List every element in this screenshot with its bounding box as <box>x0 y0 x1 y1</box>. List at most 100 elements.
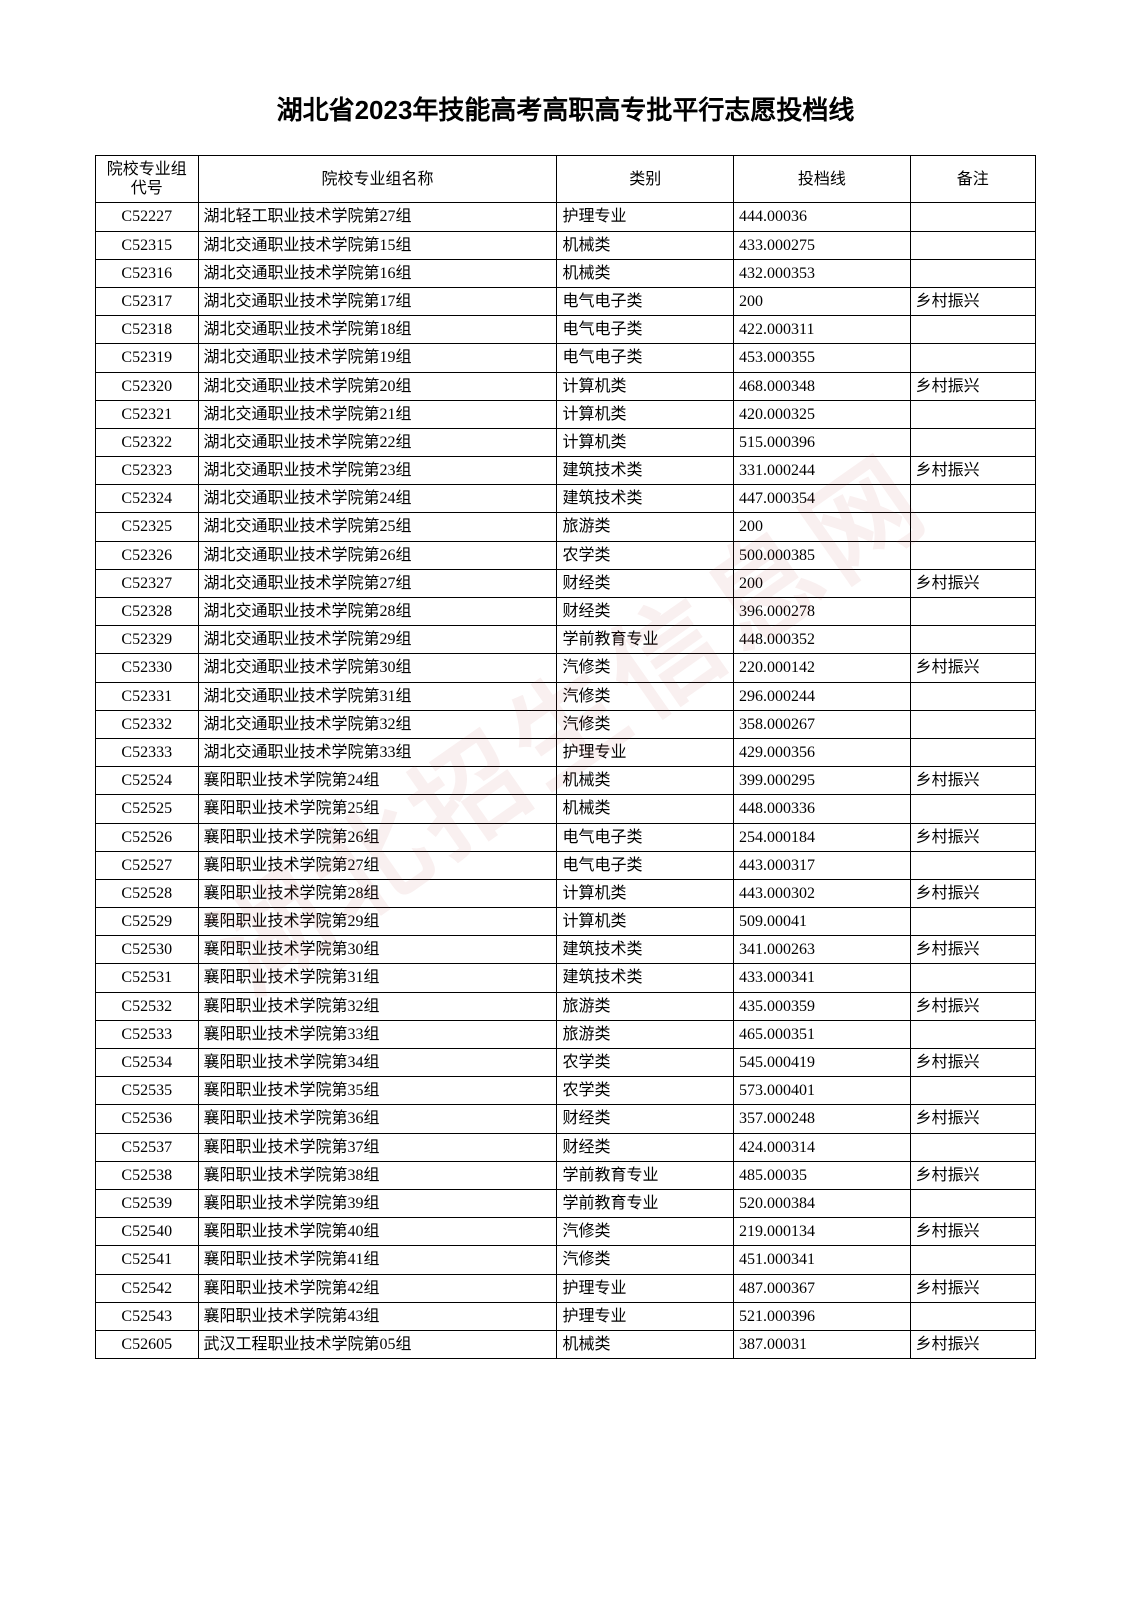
cell-category: 农学类 <box>557 1049 734 1077</box>
table-row: C52532襄阳职业技术学院第32组旅游类435.000359乡村振兴 <box>96 992 1036 1020</box>
cell-code: C52331 <box>96 682 199 710</box>
cell-score: 422.000311 <box>734 316 911 344</box>
cell-score: 396.000278 <box>734 598 911 626</box>
cell-name: 襄阳职业技术学院第32组 <box>198 992 557 1020</box>
cell-note: 乡村振兴 <box>910 654 1035 682</box>
col-header-name: 院校专业组名称 <box>198 156 557 203</box>
table-row: C52535襄阳职业技术学院第35组农学类573.000401 <box>96 1077 1036 1105</box>
cell-note <box>910 428 1035 456</box>
cell-note: 乡村振兴 <box>910 936 1035 964</box>
cell-score: 521.000396 <box>734 1302 911 1330</box>
table-row: C52528襄阳职业技术学院第28组计算机类443.000302乡村振兴 <box>96 879 1036 907</box>
cell-name: 襄阳职业技术学院第39组 <box>198 1189 557 1217</box>
cell-name: 襄阳职业技术学院第34组 <box>198 1049 557 1077</box>
cell-score: 200 <box>734 513 911 541</box>
cell-code: C52541 <box>96 1246 199 1274</box>
cell-code: C52534 <box>96 1049 199 1077</box>
cell-score: 219.000134 <box>734 1218 911 1246</box>
table-row: C52527襄阳职业技术学院第27组电气电子类443.000317 <box>96 851 1036 879</box>
table-row: C52317湖北交通职业技术学院第17组电气电子类200乡村振兴 <box>96 287 1036 315</box>
cell-note <box>910 598 1035 626</box>
cell-name: 襄阳职业技术学院第35组 <box>198 1077 557 1105</box>
cell-name: 湖北交通职业技术学院第29组 <box>198 626 557 654</box>
cell-note <box>910 400 1035 428</box>
cell-note: 乡村振兴 <box>910 1105 1035 1133</box>
cell-name: 湖北交通职业技术学院第17组 <box>198 287 557 315</box>
cell-category: 护理专业 <box>557 203 734 231</box>
cell-note <box>910 1020 1035 1048</box>
table-row: C52325湖北交通职业技术学院第25组旅游类200 <box>96 513 1036 541</box>
cell-category: 建筑技术类 <box>557 457 734 485</box>
table-row: C52529襄阳职业技术学院第29组计算机类509.00041 <box>96 908 1036 936</box>
cell-code: C52536 <box>96 1105 199 1133</box>
cell-category: 计算机类 <box>557 908 734 936</box>
cell-note: 乡村振兴 <box>910 992 1035 1020</box>
table-header: 院校专业组代号 院校专业组名称 类别 投档线 备注 <box>96 156 1036 203</box>
cell-note: 乡村振兴 <box>910 569 1035 597</box>
table-row: C52526襄阳职业技术学院第26组电气电子类254.000184乡村振兴 <box>96 823 1036 851</box>
cell-category: 学前教育专业 <box>557 626 734 654</box>
cell-name: 湖北交通职业技术学院第25组 <box>198 513 557 541</box>
table-row: C52319湖北交通职业技术学院第19组电气电子类453.000355 <box>96 344 1036 372</box>
cell-name: 湖北交通职业技术学院第22组 <box>198 428 557 456</box>
cell-note: 乡村振兴 <box>910 767 1035 795</box>
cell-code: C52320 <box>96 372 199 400</box>
cell-code: C52321 <box>96 400 199 428</box>
cell-score: 545.000419 <box>734 1049 911 1077</box>
cell-code: C52542 <box>96 1274 199 1302</box>
cell-category: 电气电子类 <box>557 344 734 372</box>
cell-note: 乡村振兴 <box>910 1274 1035 1302</box>
cell-name: 襄阳职业技术学院第37组 <box>198 1133 557 1161</box>
cell-category: 机械类 <box>557 795 734 823</box>
cell-score: 465.000351 <box>734 1020 911 1048</box>
cell-name: 襄阳职业技术学院第42组 <box>198 1274 557 1302</box>
cell-category: 建筑技术类 <box>557 485 734 513</box>
cell-score: 331.000244 <box>734 457 911 485</box>
cell-code: C52328 <box>96 598 199 626</box>
cell-category: 机械类 <box>557 1330 734 1358</box>
cell-note <box>910 964 1035 992</box>
cell-note <box>910 513 1035 541</box>
cell-code: C52539 <box>96 1189 199 1217</box>
cell-code: C52525 <box>96 795 199 823</box>
cell-score: 200 <box>734 569 911 597</box>
cell-name: 襄阳职业技术学院第27组 <box>198 851 557 879</box>
cell-code: C52332 <box>96 710 199 738</box>
cell-score: 429.000356 <box>734 738 911 766</box>
cell-score: 468.000348 <box>734 372 911 400</box>
cell-note: 乡村振兴 <box>910 1330 1035 1358</box>
cell-score: 509.00041 <box>734 908 911 936</box>
cell-category: 农学类 <box>557 541 734 569</box>
table-row: C52330湖北交通职业技术学院第30组汽修类220.000142乡村振兴 <box>96 654 1036 682</box>
cell-category: 电气电子类 <box>557 316 734 344</box>
cell-name: 襄阳职业技术学院第31组 <box>198 964 557 992</box>
cell-score: 448.000336 <box>734 795 911 823</box>
cell-code: C52530 <box>96 936 199 964</box>
table-row: C52536襄阳职业技术学院第36组财经类357.000248乡村振兴 <box>96 1105 1036 1133</box>
cell-name: 湖北交通职业技术学院第21组 <box>198 400 557 428</box>
cell-category: 护理专业 <box>557 738 734 766</box>
cell-name: 湖北交通职业技术学院第15组 <box>198 231 557 259</box>
table-row: C52322湖北交通职业技术学院第22组计算机类515.000396 <box>96 428 1036 456</box>
cell-score: 432.000353 <box>734 259 911 287</box>
cell-code: C52528 <box>96 879 199 907</box>
table-row: C52537襄阳职业技术学院第37组财经类424.000314 <box>96 1133 1036 1161</box>
cell-score: 387.00031 <box>734 1330 911 1358</box>
cell-name: 襄阳职业技术学院第40组 <box>198 1218 557 1246</box>
cell-category: 机械类 <box>557 231 734 259</box>
cell-score: 487.000367 <box>734 1274 911 1302</box>
cell-name: 湖北交通职业技术学院第33组 <box>198 738 557 766</box>
cell-category: 学前教育专业 <box>557 1161 734 1189</box>
cell-code: C52535 <box>96 1077 199 1105</box>
cell-score: 515.000396 <box>734 428 911 456</box>
cell-note <box>910 738 1035 766</box>
cell-category: 计算机类 <box>557 400 734 428</box>
cell-code: C52537 <box>96 1133 199 1161</box>
table-body: C52227湖北轻工职业技术学院第27组护理专业444.00036C52315湖… <box>96 203 1036 1359</box>
cell-note <box>910 908 1035 936</box>
cell-category: 建筑技术类 <box>557 964 734 992</box>
cell-note: 乡村振兴 <box>910 1161 1035 1189</box>
cell-note <box>910 316 1035 344</box>
cell-category: 学前教育专业 <box>557 1189 734 1217</box>
cell-category: 电气电子类 <box>557 851 734 879</box>
